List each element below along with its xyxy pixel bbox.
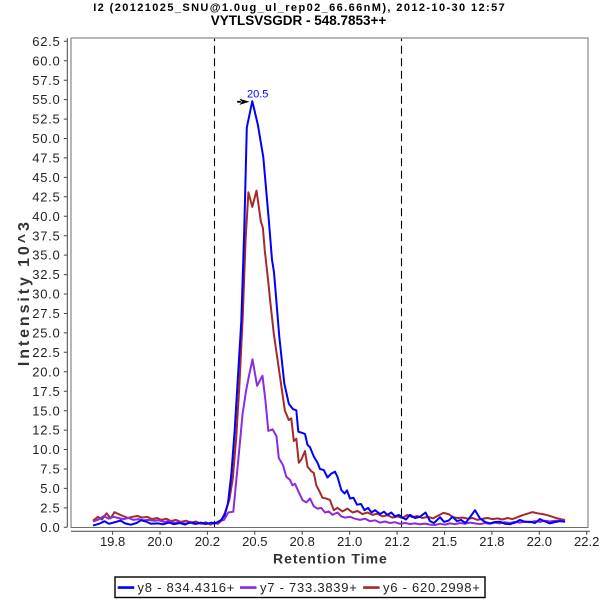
svg-text:55.0: 55.0 — [32, 92, 60, 107]
svg-text:22.0: 22.0 — [527, 534, 552, 549]
svg-text:47.5: 47.5 — [32, 151, 60, 166]
svg-text:12.5: 12.5 — [32, 423, 60, 438]
svg-text:5.0: 5.0 — [40, 481, 60, 496]
svg-text:y6 - 620.2998+: y6 - 620.2998+ — [383, 580, 481, 595]
svg-text:Intensity 10^3: Intensity 10^3 — [16, 219, 33, 366]
svg-text:20.0: 20.0 — [32, 364, 60, 379]
svg-text:y8 - 834.4316+: y8 - 834.4316+ — [138, 580, 236, 595]
svg-text:20.5: 20.5 — [247, 89, 268, 101]
svg-text:40.0: 40.0 — [32, 209, 60, 224]
svg-text:19.8: 19.8 — [100, 534, 125, 549]
svg-text:20.0: 20.0 — [147, 534, 172, 549]
svg-text:20.2: 20.2 — [195, 534, 220, 549]
svg-text:60.0: 60.0 — [32, 53, 60, 68]
svg-text:35.0: 35.0 — [32, 248, 60, 263]
svg-text:57.5: 57.5 — [32, 73, 60, 88]
svg-text:50.0: 50.0 — [32, 131, 60, 146]
svg-text:20.5: 20.5 — [242, 534, 267, 549]
svg-text:25.0: 25.0 — [32, 326, 60, 341]
svg-text:37.5: 37.5 — [32, 228, 60, 243]
svg-text:Retention Time: Retention Time — [273, 551, 388, 567]
svg-text:21.5: 21.5 — [432, 534, 457, 549]
svg-text:0.0: 0.0 — [40, 520, 60, 535]
svg-text:22.5: 22.5 — [32, 345, 60, 360]
svg-text:17.5: 17.5 — [32, 384, 60, 399]
svg-text:21.2: 21.2 — [384, 534, 409, 549]
svg-text:22.2: 22.2 — [574, 534, 599, 549]
svg-text:30.0: 30.0 — [32, 287, 60, 302]
svg-text:VYTLSVSGDR - 548.7853++: VYTLSVSGDR - 548.7853++ — [211, 13, 387, 28]
svg-text:10.0: 10.0 — [32, 442, 60, 457]
svg-text:21.0: 21.0 — [337, 534, 362, 549]
svg-text:15.0: 15.0 — [32, 403, 60, 418]
svg-text:27.5: 27.5 — [32, 306, 60, 321]
svg-text:2.5: 2.5 — [40, 501, 60, 516]
svg-text:62.5: 62.5 — [32, 34, 60, 49]
svg-text:45.0: 45.0 — [32, 170, 60, 185]
svg-text:20.8: 20.8 — [290, 534, 315, 549]
svg-text:I2 (20121025_SNU@1.0ug_ul_rep0: I2 (20121025_SNU@1.0ug_ul_rep02_66.66nM)… — [93, 2, 506, 14]
svg-text:21.8: 21.8 — [479, 534, 504, 549]
svg-text:7.5: 7.5 — [40, 462, 60, 477]
svg-text:52.5: 52.5 — [32, 112, 60, 127]
svg-text:32.5: 32.5 — [32, 267, 60, 282]
svg-text:y7 - 733.3839+: y7 - 733.3839+ — [260, 580, 358, 595]
svg-text:42.5: 42.5 — [32, 189, 60, 204]
